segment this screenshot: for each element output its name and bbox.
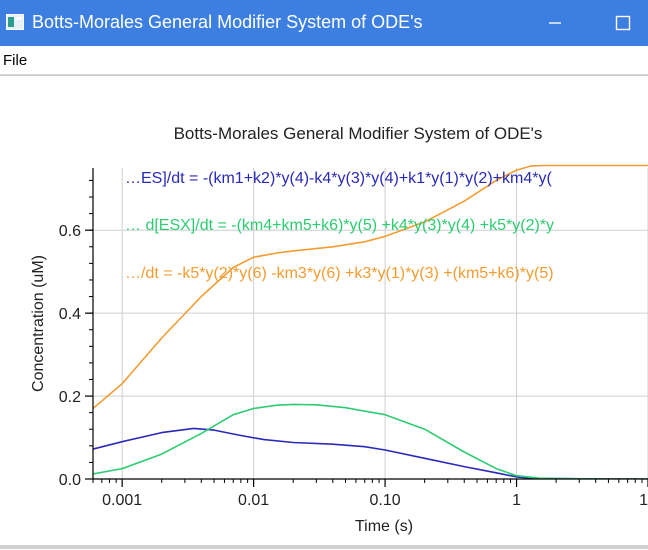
legend-entry-2: … d[ESX]/dt = -(km4+km5+k6)*y(5) +k4*y(3…	[125, 217, 554, 234]
series-line-2	[93, 403, 648, 479]
chart-panel: Botts-Morales General Modifier System of…	[0, 75, 648, 550]
maximize-button[interactable]	[608, 8, 638, 38]
y-axis-label: Concentration (uM)	[30, 255, 47, 392]
chart-title: Botts-Morales General Modifier System of…	[174, 124, 543, 143]
menu-file[interactable]: File	[3, 52, 28, 69]
title-bar: Botts-Morales General Modifier System of…	[0, 0, 648, 46]
legend-entry-1: …ES]/dt = -(km1+k2)*y(4)-k4*y(3)*y(4)+k1…	[125, 170, 552, 187]
x-tick-label: 0.10	[370, 492, 401, 509]
y-tick-label: 0.6	[59, 223, 81, 240]
y-tick-label: 0.0	[59, 472, 81, 489]
y-tick-label: 0.2	[59, 389, 81, 406]
x-tick-label: 1	[512, 492, 521, 509]
legend-entry-3: …/dt = -k5*y(2)*y(6) -km3*y(6) +k3*y(1)*…	[125, 265, 554, 282]
app-icon	[6, 14, 24, 30]
minimize-icon	[549, 22, 561, 24]
minimize-button[interactable]	[540, 8, 570, 38]
x-axis-label: Time (s)	[355, 518, 413, 535]
chart: Botts-Morales General Modifier System of…	[30, 124, 648, 535]
window-bottom-border	[0, 545, 648, 549]
x-tick-label: 0.001	[102, 492, 142, 509]
window-title: Botts-Morales General Modifier System of…	[32, 12, 423, 32]
menu-bar: File	[0, 46, 648, 75]
series-line-1	[93, 427, 648, 479]
maximize-icon	[615, 15, 631, 31]
x-tick-label: 0.01	[238, 492, 269, 509]
y-tick-label: 0.4	[59, 306, 81, 323]
x-tick-label: 10	[639, 492, 648, 509]
series-line-3	[93, 164, 648, 410]
